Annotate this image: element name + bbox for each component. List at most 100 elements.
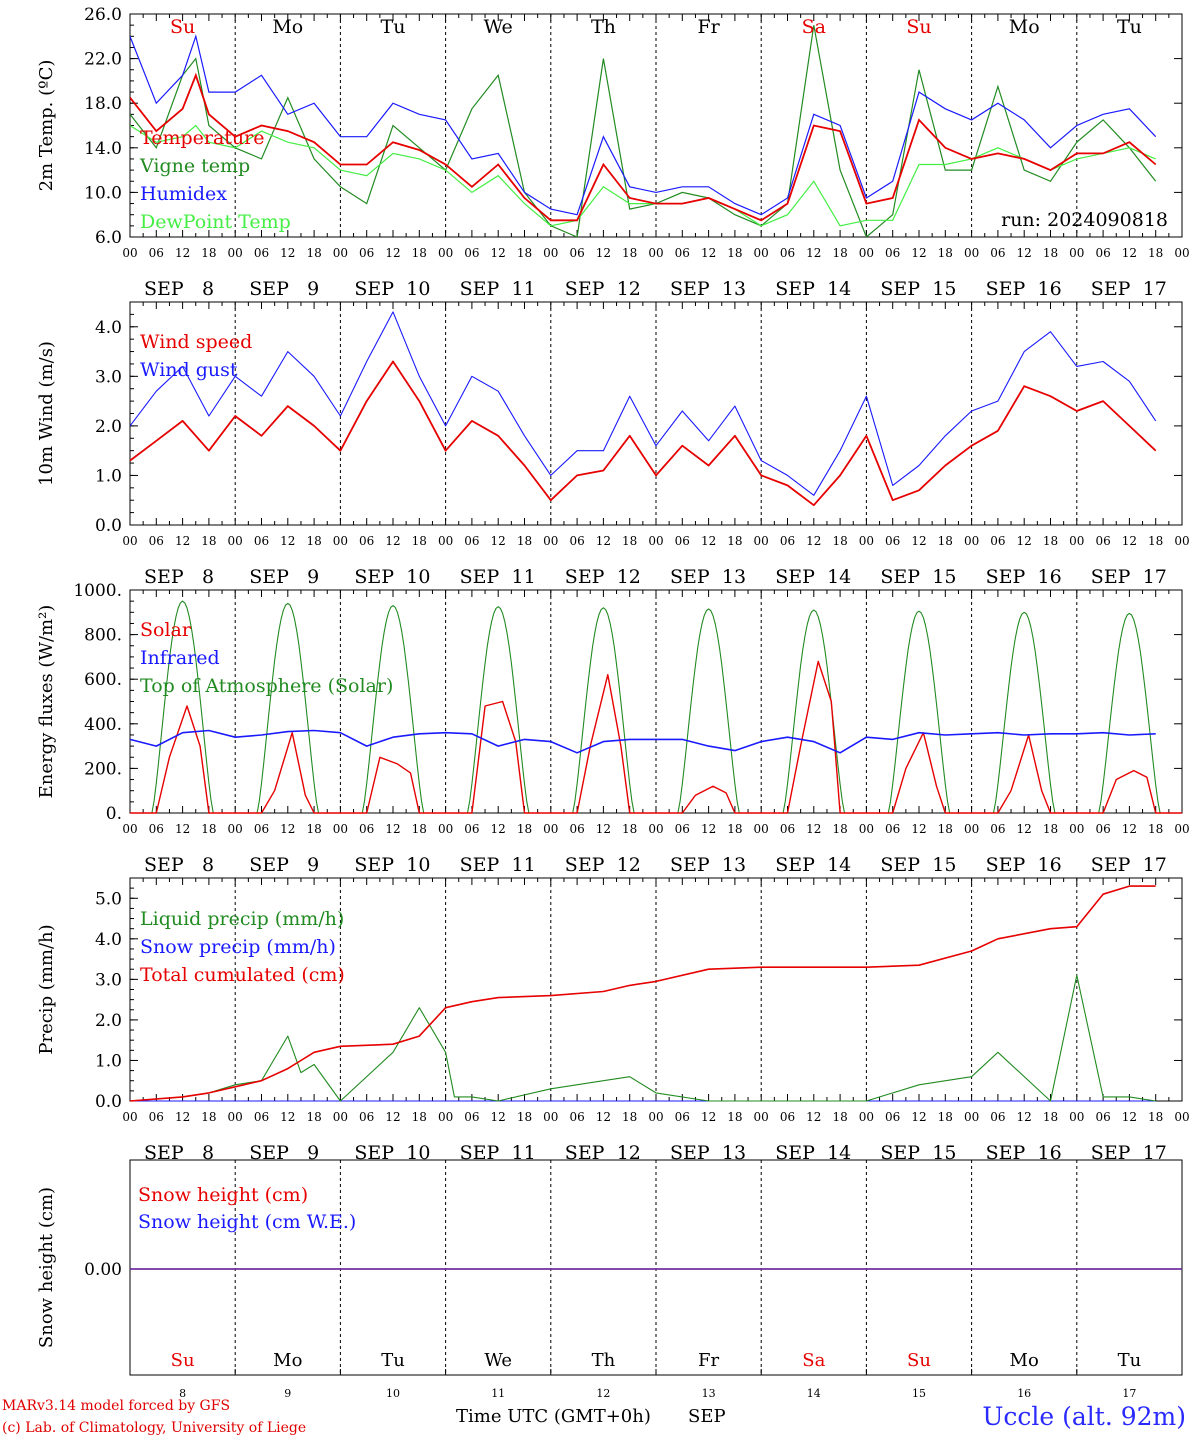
time-axis-title: Time UTC (GMT+0h) — [456, 1406, 651, 1427]
date-month-label: SEP — [986, 854, 1026, 876]
hour-tick-label: 12 — [596, 1110, 611, 1124]
legend-temperature: Temperature — [140, 127, 264, 149]
date-month-label: SEP — [1091, 1142, 1131, 1164]
y-tick-label: 10.0 — [84, 183, 122, 203]
date-month-label: SEP — [775, 278, 815, 300]
hour-tick-label: 18 — [517, 534, 532, 548]
hour-tick-label: 12 — [491, 246, 506, 260]
hour-tick-label: 00 — [754, 246, 769, 260]
hour-tick-label: 18 — [727, 246, 742, 260]
hour-tick-label: 00 — [333, 1110, 348, 1124]
date-day-label: 12 — [617, 854, 641, 876]
date-day-label: 16 — [1038, 566, 1062, 588]
hour-tick-label: 12 — [280, 246, 295, 260]
date-day-label: 11 — [512, 566, 536, 588]
hour-tick-label: 00 — [228, 1110, 243, 1124]
hour-tick-label: 12 — [806, 534, 821, 548]
hour-tick-label: 06 — [885, 534, 900, 548]
hour-tick-label: 18 — [1148, 534, 1163, 548]
hour-tick-label: 12 — [280, 822, 295, 836]
hour-tick-label: 12 — [1017, 1110, 1032, 1124]
hour-tick-label: 06 — [780, 1110, 795, 1124]
series-line-dewpoint-temp — [130, 124, 1156, 227]
bottom-day-name: Su — [907, 1350, 931, 1371]
panel-frame — [129, 589, 1183, 814]
run-annotation: run: 2024090818 — [1001, 209, 1168, 231]
date-month-label: SEP — [565, 1142, 605, 1164]
date-month-label: SEP — [354, 854, 394, 876]
hour-tick-label: 12 — [385, 246, 400, 260]
hour-tick-label: 06 — [254, 822, 269, 836]
hour-tick-label: 06 — [464, 534, 479, 548]
hour-tick-label: 06 — [885, 822, 900, 836]
hour-tick-label: 18 — [201, 246, 216, 260]
y-tick-label: 3.0 — [95, 970, 122, 990]
hour-tick-label: 18 — [306, 822, 321, 836]
hour-tick-label: 00 — [333, 822, 348, 836]
hour-tick-label: 18 — [832, 1110, 847, 1124]
y-tick-label: 800. — [84, 626, 122, 646]
bottom-date-label: 9 — [284, 1387, 291, 1400]
hour-tick-label: 00 — [1069, 246, 1084, 260]
date-month-label: SEP — [144, 278, 184, 300]
bottom-day-name: Mo — [273, 1350, 302, 1371]
date-month-label: SEP — [460, 278, 500, 300]
hour-tick-label: 18 — [201, 1110, 216, 1124]
y-tick-label: 4.0 — [95, 930, 122, 950]
hour-tick-label: 00 — [438, 1110, 453, 1124]
hour-tick-label: 06 — [359, 1110, 374, 1124]
top-day-name: Su — [906, 16, 931, 38]
date-day-label: 11 — [512, 1142, 536, 1164]
hour-tick-label: 18 — [306, 1110, 321, 1124]
date-month-label: SEP — [460, 566, 500, 588]
series-line-total-cumulated-cm — [129, 885, 1156, 1102]
hour-tick-label: 18 — [832, 534, 847, 548]
energy-axis-title: Energy fluxes (W/m²) — [36, 605, 57, 799]
top-day-name: Tu — [381, 16, 406, 38]
hour-tick-label: 00 — [754, 534, 769, 548]
hour-tick-label: 18 — [517, 246, 532, 260]
y-tick-label: 1.0 — [95, 466, 122, 486]
date-month-label: SEP — [670, 1142, 710, 1164]
hour-tick-label: 06 — [569, 822, 584, 836]
date-month-label: SEP — [775, 566, 815, 588]
hour-tick-label: 12 — [1122, 822, 1137, 836]
date-month-label: SEP — [249, 566, 289, 588]
date-month-label: SEP — [354, 278, 394, 300]
y-tick-label: 4.0 — [95, 318, 122, 338]
hour-tick-label: 06 — [254, 534, 269, 548]
hour-tick-label: 00 — [1069, 1110, 1084, 1124]
hour-tick-label: 12 — [175, 246, 190, 260]
hour-tick-label: 18 — [201, 822, 216, 836]
y-tick-label: 0.0 — [95, 516, 122, 536]
date-day-label: 9 — [307, 278, 319, 300]
date-month-label: SEP — [670, 854, 710, 876]
hour-tick-label: 00 — [859, 1110, 874, 1124]
date-day-label: 17 — [1143, 278, 1167, 300]
date-month-label: SEP — [460, 854, 500, 876]
hour-tick-label: 12 — [1017, 246, 1032, 260]
model-credit: MARv3.14 model forced by GFS — [2, 1398, 231, 1414]
legend-snow-precip-mm-h: Snow precip (mm/h) — [140, 936, 336, 958]
hour-tick-label: 00 — [228, 246, 243, 260]
date-month-label: SEP — [460, 1142, 500, 1164]
hour-tick-label: 12 — [1017, 534, 1032, 548]
date-day-label: 13 — [722, 1142, 746, 1164]
temp-series-group — [130, 25, 1157, 237]
series-line-vigne-temp — [130, 25, 1157, 237]
hour-tick-label: 12 — [701, 822, 716, 836]
date-month-label: SEP — [1091, 278, 1131, 300]
y-tick-label: 0. — [106, 804, 122, 824]
date-month-label: SEP — [565, 854, 605, 876]
y-tick-label: 26.0 — [84, 5, 122, 25]
y-tick-label: 22.0 — [84, 50, 122, 70]
y-tick-label: 18.0 — [84, 94, 122, 114]
hour-tick-label: 12 — [491, 822, 506, 836]
date-day-label: 10 — [406, 854, 430, 876]
hour-tick-label: 06 — [254, 246, 269, 260]
hour-tick-label: 06 — [990, 1110, 1005, 1124]
hour-tick-label: 00 — [228, 822, 243, 836]
series-line-temperature — [130, 72, 1157, 222]
hour-tick-label: 12 — [175, 822, 190, 836]
hour-tick-label: 12 — [911, 1110, 926, 1124]
